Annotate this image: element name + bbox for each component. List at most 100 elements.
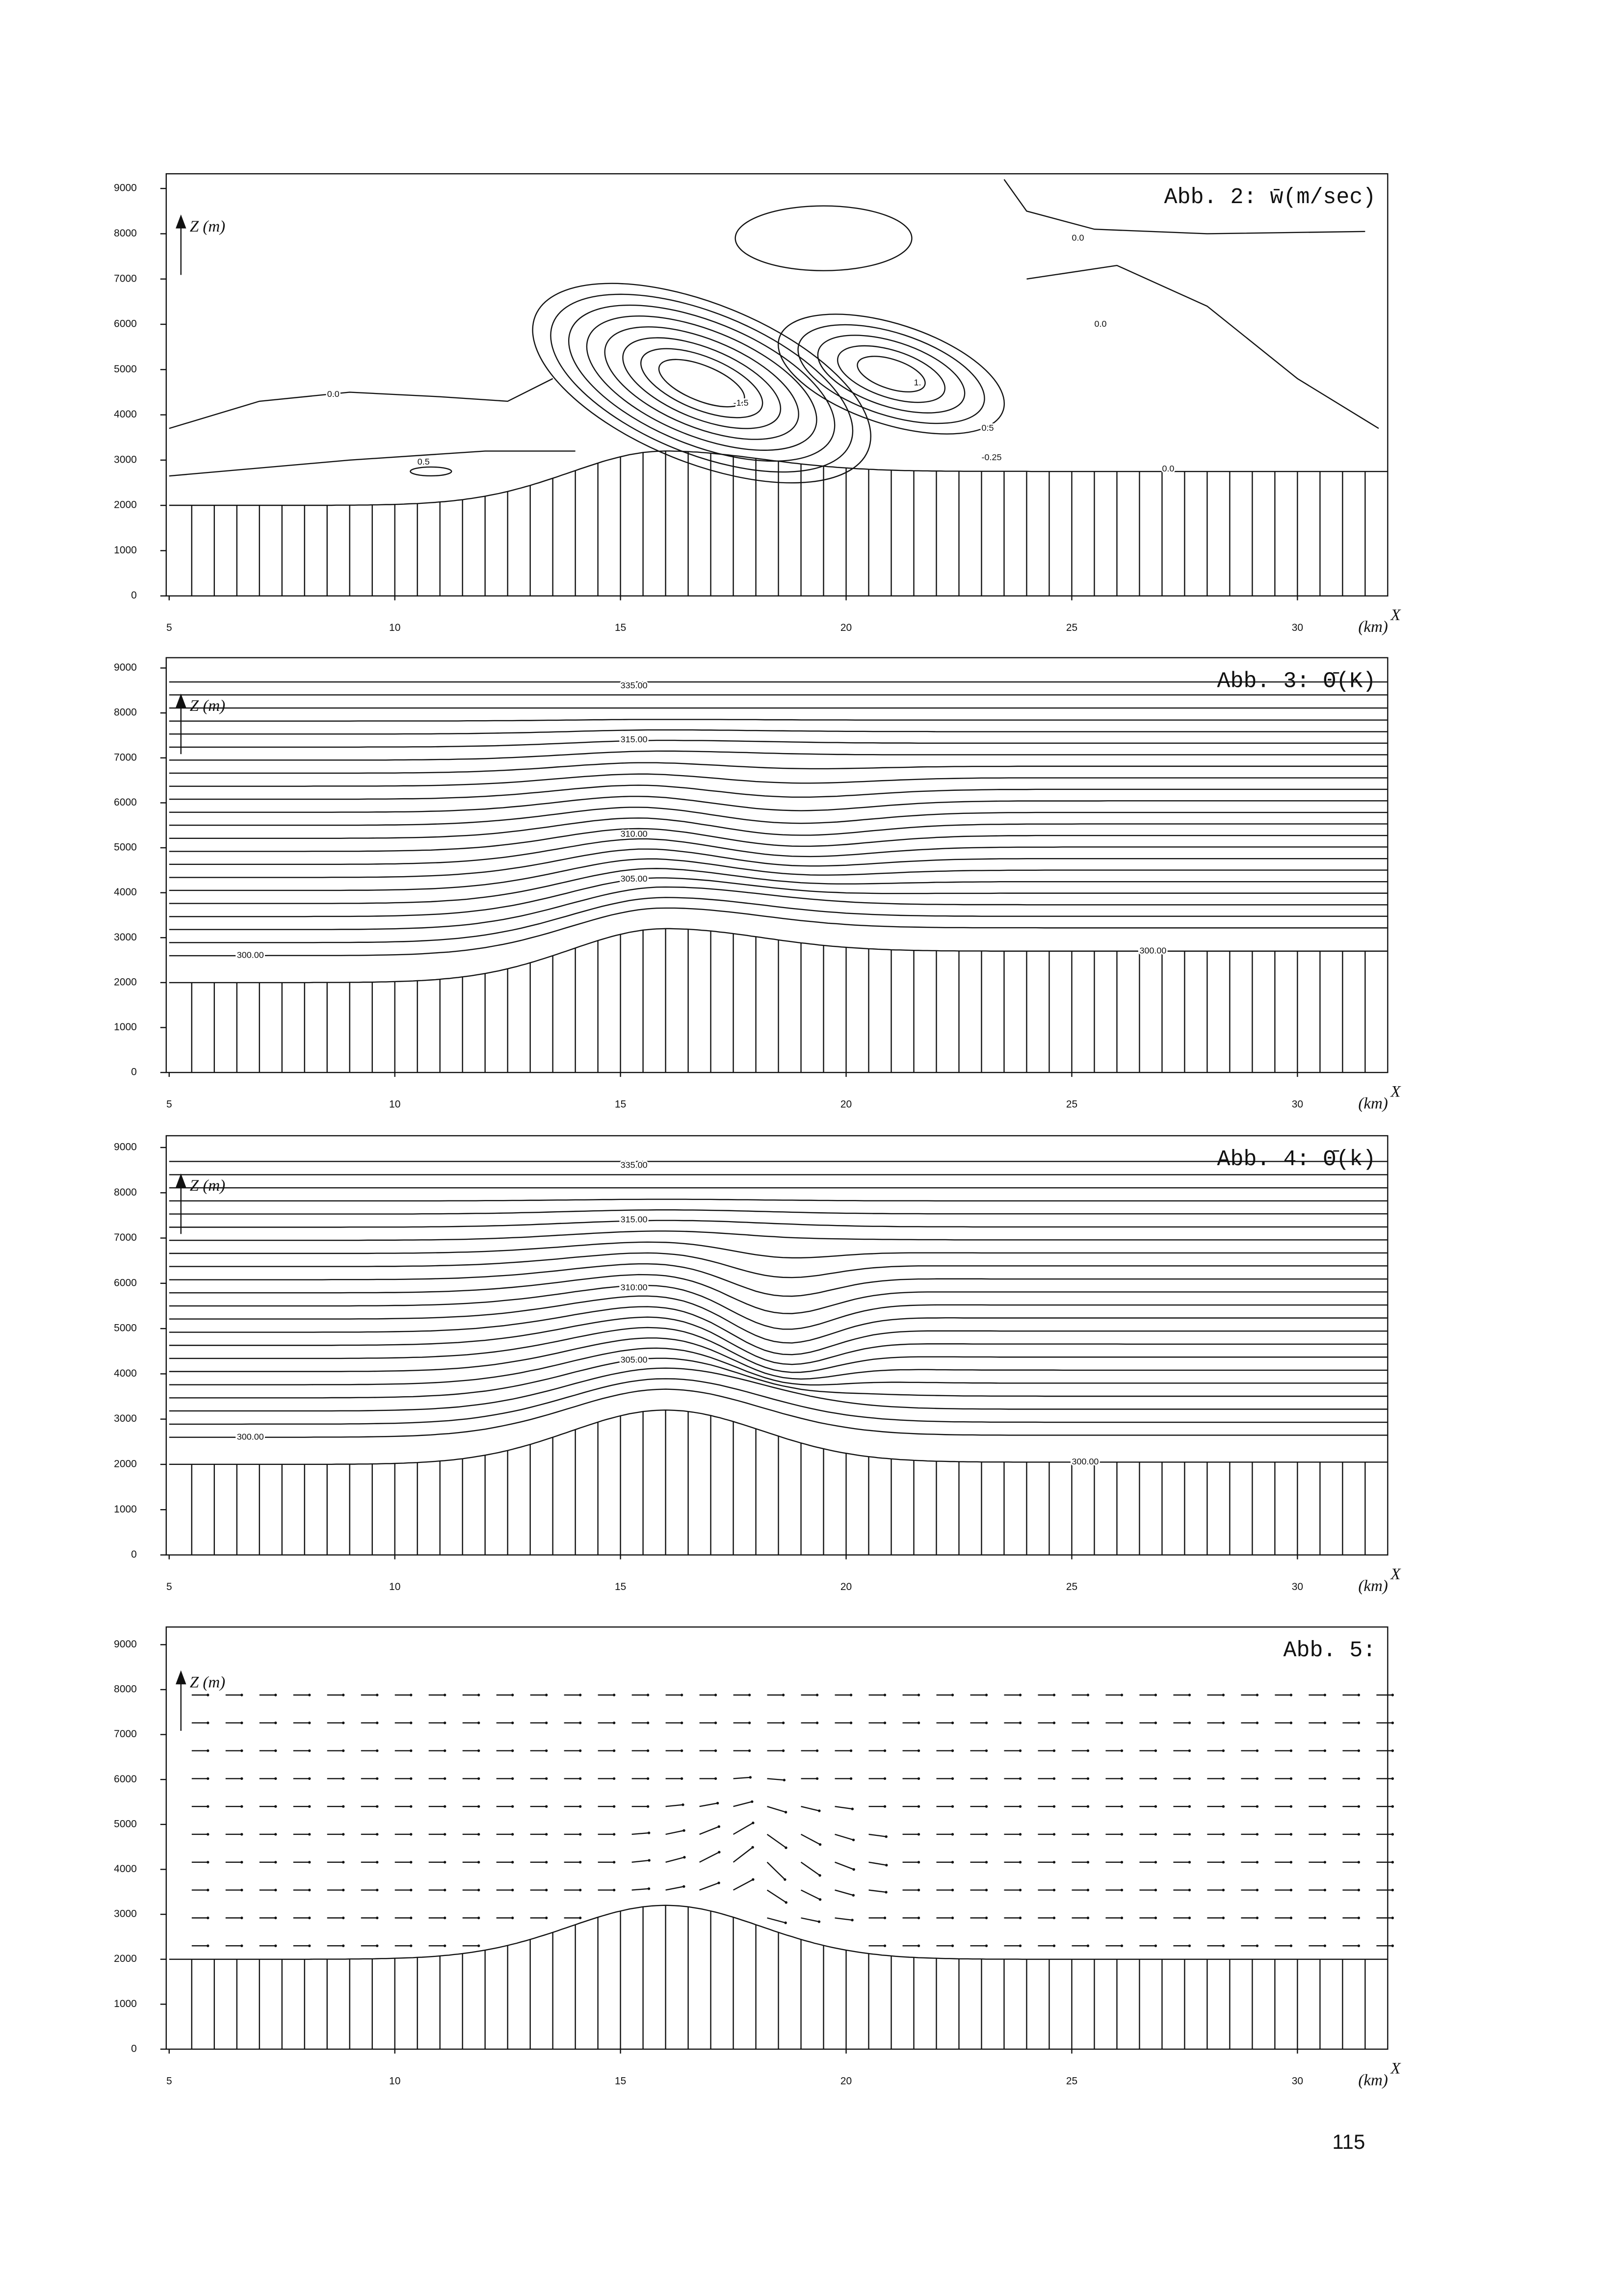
- vector-head: [1357, 1861, 1361, 1864]
- z-arrowhead: [176, 693, 186, 708]
- vector-head: [714, 1777, 717, 1780]
- wind-vector: [767, 1778, 785, 1781]
- contour-label: 0.0: [1094, 319, 1106, 329]
- vector-head: [1086, 1805, 1090, 1808]
- vector-head: [1120, 1749, 1124, 1752]
- x-tick-label: 10: [389, 2075, 400, 2086]
- wind-vector: [766, 1889, 786, 1903]
- y-tick-label: 7000: [114, 752, 137, 763]
- x-tick-label: 25: [1066, 622, 1077, 633]
- vector-head: [951, 1721, 954, 1724]
- isentrope: [169, 1230, 1388, 1241]
- vector-head: [240, 1861, 243, 1864]
- vector-head: [612, 1721, 616, 1724]
- y-tick-label: 3000: [114, 932, 137, 943]
- vector-head: [1188, 1833, 1191, 1836]
- vector-head: [784, 1811, 787, 1814]
- vector-head: [1357, 1721, 1361, 1724]
- vector-head: [1019, 1888, 1022, 1892]
- y-tick-label: 6000: [114, 1773, 137, 1785]
- vector-head: [545, 1833, 548, 1836]
- x-tick-label: 15: [615, 622, 626, 633]
- vector-head: [1323, 1777, 1327, 1780]
- plot-frame: [165, 1135, 1388, 1556]
- vector-head: [951, 1916, 954, 1920]
- vector-head: [409, 1777, 413, 1780]
- vector-head: [612, 1805, 616, 1808]
- vector-head: [883, 1777, 887, 1780]
- vector-head: [646, 1694, 650, 1696]
- vector-head: [951, 1861, 954, 1864]
- y-tick-label: 8000: [114, 1684, 137, 1695]
- vector-head: [342, 1777, 345, 1780]
- vector-head: [443, 1888, 446, 1892]
- x-tick-label: 25: [1066, 1099, 1077, 1110]
- z-arrowhead: [176, 1670, 186, 1685]
- vector-head: [274, 1694, 277, 1696]
- vector-head: [612, 1888, 616, 1892]
- vector-head: [545, 1805, 548, 1808]
- vector-head: [240, 1694, 243, 1696]
- vector-head: [985, 1694, 988, 1696]
- vector-head: [815, 1777, 819, 1780]
- vector-head: [782, 1694, 785, 1696]
- vector-head: [648, 1859, 651, 1862]
- x-tick-label: 5: [166, 1581, 172, 1592]
- contour-label: 315.00: [621, 1214, 648, 1224]
- vector-head: [376, 1694, 379, 1696]
- isentrope: [169, 739, 1388, 748]
- vector-head: [1188, 1805, 1191, 1808]
- vector-head: [1120, 1916, 1124, 1920]
- vector-head: [308, 1944, 311, 1947]
- contour: [640, 348, 763, 418]
- wind-vector: [801, 1889, 821, 1900]
- vector-head: [1086, 1777, 1090, 1780]
- vector-head: [443, 1749, 446, 1752]
- vector-head: [1323, 1833, 1327, 1836]
- contour-label: 305.00: [621, 874, 648, 884]
- vector-head: [852, 1894, 855, 1897]
- vector-head: [1052, 1749, 1056, 1752]
- vector-head: [785, 1901, 787, 1904]
- x-axis-label: (km): [1358, 2071, 1388, 2089]
- vector-head: [308, 1694, 311, 1696]
- contour: [169, 378, 553, 429]
- vector-head: [1019, 1805, 1022, 1808]
- y-axis-label: Z (m): [190, 697, 225, 715]
- vector-head: [207, 1721, 210, 1724]
- vector-head: [1391, 1749, 1394, 1752]
- x-axis-label: (km): [1358, 1577, 1388, 1595]
- vector-head: [815, 1721, 819, 1724]
- vector-head: [1357, 1888, 1361, 1892]
- panel-title: Abb. 5:: [1283, 1638, 1376, 1663]
- vector-head: [477, 1694, 480, 1696]
- vector-head: [917, 1777, 920, 1780]
- vector-head: [851, 1807, 854, 1810]
- wind-vector: [868, 1833, 887, 1837]
- vector-head: [274, 1861, 277, 1864]
- vector-head: [1357, 1833, 1361, 1836]
- wind-vector: [699, 1852, 720, 1863]
- vector-head: [1188, 1721, 1191, 1724]
- vector-head: [477, 1777, 480, 1780]
- vector-head: [409, 1721, 413, 1724]
- isentrope: [169, 858, 1388, 891]
- contour: [734, 205, 913, 271]
- contour-label: 0.0: [1162, 464, 1174, 473]
- vector-head: [985, 1721, 988, 1724]
- vector-head: [240, 1749, 243, 1752]
- vector-head: [1222, 1916, 1225, 1920]
- vector-head: [1188, 1888, 1191, 1892]
- vector-head: [883, 1694, 887, 1696]
- wind-vector: [733, 1847, 753, 1863]
- vector-head: [477, 1805, 480, 1808]
- vector-head: [376, 1805, 379, 1808]
- wind-vector: [733, 1801, 753, 1807]
- y-tick-label: 5000: [114, 1818, 137, 1829]
- vector-head: [1256, 1944, 1259, 1947]
- vector-head: [1019, 1861, 1022, 1864]
- vector-head: [1154, 1721, 1157, 1724]
- vector-head: [1154, 1749, 1157, 1752]
- vector-head: [1289, 1749, 1293, 1752]
- vector-head: [817, 1920, 821, 1923]
